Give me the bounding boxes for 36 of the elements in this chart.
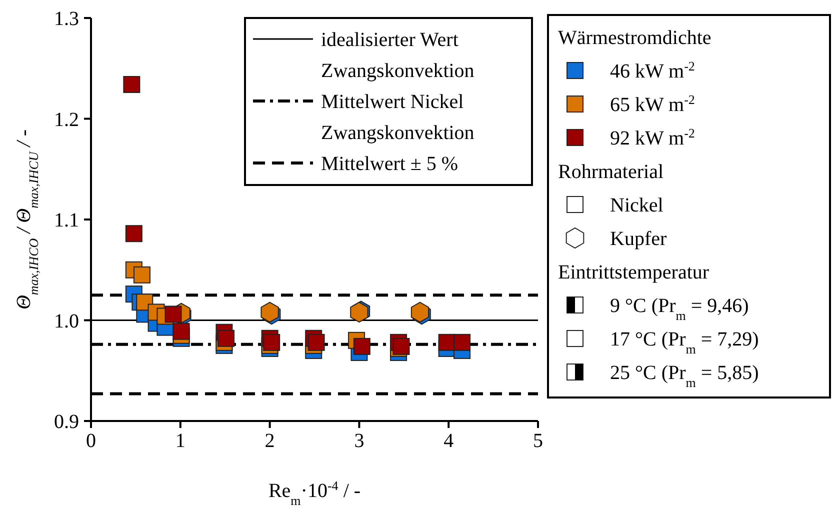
legend-label: idealisierter Wert Zwangskonvektion [321, 29, 474, 82]
legend-label: Mittelwert Nickel Zwangskonvektion [321, 91, 474, 144]
point [217, 330, 234, 347]
x-tick-label: 2 [264, 430, 275, 452]
point [164, 306, 182, 323]
x-tick-label: 3 [354, 430, 364, 452]
x-tick-label: 4 [444, 430, 454, 452]
point [263, 334, 280, 351]
text: 17 °C (Pr$_{m}$ = 7,29) [610, 328, 759, 356]
point [308, 334, 325, 351]
x-tick-label: 1 [175, 430, 186, 452]
legend-label: Mittelwert ± 5 % [321, 153, 458, 175]
point [133, 266, 150, 284]
x-tick-label: 0 [86, 430, 96, 452]
legend-title: Wärmestromdichte [558, 27, 712, 49]
text: Rohrmaterial [558, 161, 664, 183]
text: 9 °C (Pr$_{m}$ = 9,46) [610, 295, 749, 322]
y-tick-label: 1.1 [54, 210, 79, 232]
y-tick-label: 1.3 [54, 8, 79, 30]
x-tick-label: 5 [533, 430, 543, 452]
text: Kupfer [610, 228, 667, 250]
legend-label: 46 kW m$^{-2}$ [610, 58, 695, 82]
text: Nickel [610, 194, 664, 216]
y-tick-label: 1.2 [54, 108, 79, 131]
point [353, 338, 370, 355]
legend-label: 92 kW m$^{-2}$ [610, 125, 695, 150]
point [172, 322, 190, 340]
point [454, 334, 471, 351]
text: 25 °C (Pr$_{m}$ = 5,85) [610, 362, 759, 390]
text: Eintrittstemperatur [558, 262, 710, 284]
y-tick-label: 0.9 [54, 411, 79, 433]
point [125, 225, 142, 242]
point [123, 76, 140, 93]
y-tick-label: 1.0 [54, 310, 79, 332]
legend-label: 65 kW m$^{-2}$ [610, 92, 695, 116]
x-axis-title: Re$_{m}$·10$^{-4}$ / - [268, 478, 361, 508]
